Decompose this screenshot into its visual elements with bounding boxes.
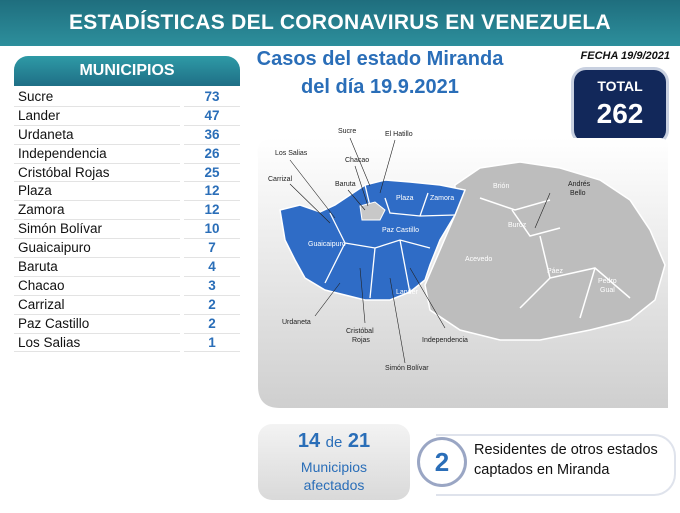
map-label: Baruta	[335, 181, 356, 188]
municipio-cases: 10	[184, 220, 240, 240]
municipio-name: Urdaneta	[14, 125, 180, 145]
residents-label: Residentes de otros estados captados en …	[474, 442, 658, 478]
table-row: Guaicaipuro 7	[14, 239, 240, 259]
affected-count: 14 de 21	[297, 430, 371, 452]
municipio-name: Chacao	[14, 276, 180, 296]
municipio-cases: 2	[184, 315, 240, 334]
table-row: Sucre 73	[14, 88, 240, 107]
municipio-cases: 1	[184, 334, 240, 353]
municipio-cases: 26	[184, 145, 240, 164]
table: Sucre 73 Lander 47 Urdaneta 36 Independencia 26…	[14, 88, 240, 353]
map-label: Carrizal	[268, 176, 293, 183]
table-title: MUNICIPIOS	[14, 56, 240, 86]
header-title: ESTADÍSTICAS DEL CORONAVIRUS EN VENEZUEL…	[68, 11, 612, 34]
municipio-cases: 7	[184, 239, 240, 259]
map-label: Guaicaipuro	[308, 241, 346, 248]
municipio-name: Baruta	[14, 258, 180, 277]
map-label: Páez	[547, 268, 563, 275]
map-label: Lander	[396, 289, 418, 296]
municipio-cases: 4	[184, 258, 240, 277]
date: FECHA 19/9/2021	[580, 50, 670, 62]
table-row: Plaza 12	[14, 182, 240, 202]
table-row: Paz Castillo 2	[14, 314, 240, 334]
affected-box: 14 de 21 Municipios afectados	[258, 424, 410, 500]
municipio-cases: 12	[184, 182, 240, 202]
map-border	[479, 197, 631, 319]
residents-box	[436, 434, 676, 496]
municipio-name: Plaza	[14, 182, 180, 202]
residents-value: 2	[420, 440, 464, 484]
map-label: Zamora	[430, 195, 454, 202]
municipio-cases: 73	[184, 88, 240, 107]
map-label: Andrés Bello	[568, 181, 591, 197]
table-row: Lander 47	[14, 106, 240, 126]
municipio-name: Zamora	[14, 201, 180, 221]
leader-lines	[289, 137, 551, 364]
table-row: Los Salias 1	[14, 333, 240, 353]
municipio-name: Sucre	[14, 88, 180, 107]
map-label: Plaza	[396, 195, 414, 202]
map-label: Paz Castillo	[382, 227, 419, 234]
municipio-cases: 25	[184, 164, 240, 183]
table-row: Independencia 26	[14, 144, 240, 164]
municipio-cases: 3	[184, 277, 240, 296]
table-row: Baruta 4	[14, 258, 240, 277]
map-label: Cristóbal Rojas	[346, 328, 374, 344]
map-label: Simón Bolívar	[385, 365, 429, 372]
municipio-cases: 47	[184, 107, 240, 126]
map-label: Chacao	[345, 157, 369, 164]
map-label: Buroz	[508, 222, 527, 229]
map-miranda-region	[279, 179, 467, 301]
table-row: Zamora 12	[14, 201, 240, 221]
map-label: Los Salias	[275, 150, 308, 157]
municipio-name: Carrizal	[14, 295, 180, 315]
total-label: TOTAL	[597, 78, 643, 94]
total-box: TOTAL 262	[574, 70, 666, 142]
map-label: Independencia	[422, 337, 468, 344]
subtitle: Casos del estado Miranda	[256, 48, 504, 70]
municipio-cases: 12	[184, 201, 240, 221]
map-region	[359, 201, 386, 221]
municipio-name: Independencia	[14, 144, 180, 164]
header-banner	[0, 0, 680, 46]
municipio-name: Simón Bolívar	[14, 220, 180, 240]
table-row: Cristóbal Rojas 25	[14, 163, 240, 183]
table-row: Urdaneta 36	[14, 125, 240, 145]
municipio-name: Guaicaipuro	[14, 239, 180, 259]
municipio-cases: 36	[184, 126, 240, 145]
municipio-name: Cristóbal Rojas	[14, 163, 180, 183]
map-label: Pedro Gual	[598, 278, 617, 294]
municipio-name: Paz Castillo	[14, 314, 180, 334]
map-border	[324, 184, 456, 299]
municipio-name: Los Salias	[14, 333, 180, 353]
map-label: Brión	[493, 183, 509, 190]
map-label: Sucre	[338, 128, 356, 135]
total-value: 262	[596, 98, 644, 129]
table-row: Chacao 3	[14, 276, 240, 296]
table-row: Carrizal 2	[14, 295, 240, 315]
map-region	[424, 161, 666, 341]
map-label: Urdaneta	[282, 319, 311, 326]
municipio-name: Lander	[14, 106, 180, 126]
map-label: El Hatillo	[385, 131, 413, 138]
subtitle: del día 19.9.2021	[301, 76, 459, 98]
table-row: Simón Bolívar 10	[14, 220, 240, 240]
municipio-cases: 2	[184, 296, 240, 315]
map-label: Acevedo	[465, 256, 492, 263]
map: Sucre El Hatillo Los Salias Chacao Carri…	[257, 128, 668, 408]
affected-label: Municipios afectados	[300, 459, 368, 493]
